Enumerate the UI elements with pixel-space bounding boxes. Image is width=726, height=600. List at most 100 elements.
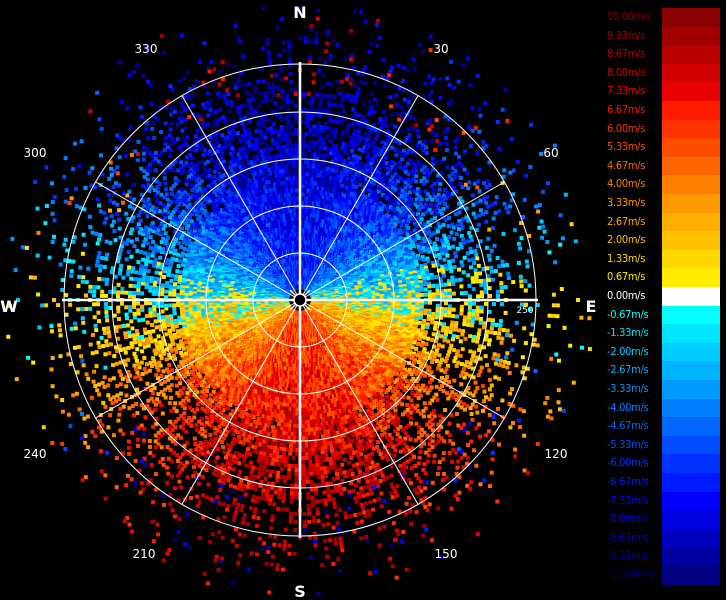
velocity-bin [369, 184, 374, 189]
velocity-bin [470, 106, 475, 111]
velocity-bin [363, 150, 368, 154]
velocity-bin [541, 189, 545, 194]
velocity-bin [478, 198, 483, 203]
velocity-bin [463, 291, 468, 295]
velocity-bin [329, 114, 333, 119]
velocity-bin [417, 194, 422, 199]
velocity-bin [406, 68, 411, 73]
velocity-bin [511, 168, 516, 173]
velocity-bin [315, 177, 320, 182]
velocity-bin [486, 429, 491, 434]
velocity-bin [424, 342, 429, 347]
velocity-bin [344, 180, 349, 185]
velocity-bin [358, 134, 363, 139]
velocity-bin [479, 365, 484, 370]
velocity-bin [355, 91, 360, 96]
velocity-bin [560, 236, 565, 241]
velocity-bin [423, 311, 428, 316]
velocity-bin [344, 117, 349, 122]
velocity-bin [405, 136, 410, 141]
velocity-bin [477, 328, 482, 333]
velocity-bin [506, 271, 511, 276]
velocity-bin [439, 334, 444, 339]
velocity-bin [404, 210, 409, 214]
velocity-bin [354, 95, 359, 100]
velocity-bin [415, 353, 420, 358]
velocity-bin [471, 279, 475, 284]
velocity-bin [328, 94, 333, 99]
velocity-bin [401, 412, 405, 417]
velocity-bin [357, 113, 362, 118]
velocity-bin [356, 129, 361, 134]
velocity-bin [339, 179, 344, 183]
velocity-bin [495, 499, 500, 504]
velocity-bin [505, 119, 510, 123]
velocity-bin [456, 136, 461, 141]
velocity-bin [545, 414, 550, 419]
velocity-bin [353, 9, 358, 14]
velocity-bin [522, 197, 527, 202]
velocity-bin [345, 177, 350, 182]
velocity-bin [425, 325, 430, 329]
velocity-bin [489, 265, 494, 270]
velocity-bin [336, 116, 341, 121]
velocity-bin [335, 182, 340, 186]
velocity-bin [339, 170, 344, 175]
velocity-bin [371, 122, 376, 127]
velocity-bin [372, 196, 377, 201]
velocity-bin [382, 84, 387, 89]
velocity-bin [374, 178, 379, 183]
velocity-bin [416, 360, 421, 365]
velocity-bin [451, 314, 456, 319]
velocity-bin [386, 208, 391, 212]
velocity-bin [412, 146, 417, 151]
velocity-bin [421, 148, 426, 153]
velocity-bin [497, 362, 502, 367]
velocity-bin [341, 179, 346, 184]
velocity-bin [309, 28, 314, 33]
velocity-bin [352, 116, 357, 121]
velocity-bin [412, 66, 417, 71]
velocity-bin [393, 172, 398, 177]
velocity-bin [390, 65, 394, 70]
velocity-bin [349, 174, 354, 179]
velocity-bin [411, 57, 416, 62]
velocity-bin [535, 343, 540, 348]
velocity-bin [305, 124, 310, 129]
velocity-bin [384, 115, 388, 120]
velocity-bin [360, 217, 366, 223]
velocity-bin [398, 165, 403, 170]
velocity-bin [524, 259, 529, 264]
velocity-bin [351, 153, 356, 158]
velocity-bin [309, 108, 314, 113]
velocity-bin [399, 104, 403, 109]
velocity-bin [469, 439, 474, 444]
velocity-bin [402, 388, 407, 393]
velocity-bin [471, 338, 476, 343]
velocity-bin [367, 49, 372, 54]
velocity-bin [436, 295, 440, 300]
velocity-bin [382, 118, 387, 123]
velocity-bin [475, 305, 480, 310]
velocity-bin [370, 166, 375, 171]
velocity-bin [446, 102, 451, 107]
velocity-bin [402, 207, 407, 212]
velocity-bin [315, 16, 320, 21]
velocity-bin [430, 360, 435, 365]
velocity-bin [326, 29, 331, 34]
velocity-bin [352, 175, 357, 180]
velocity-bin [367, 223, 373, 229]
velocity-bin [467, 258, 472, 263]
velocity-bin [503, 87, 508, 92]
velocity-bin [403, 180, 408, 185]
velocity-bin [423, 287, 428, 292]
velocity-bin [408, 158, 413, 163]
velocity-bin [460, 332, 465, 337]
velocity-bin [467, 365, 472, 369]
velocity-bin [367, 197, 372, 202]
velocity-bin [497, 146, 502, 151]
velocity-bin [433, 326, 437, 331]
velocity-bin [430, 320, 435, 325]
velocity-bin [459, 291, 464, 296]
radar-ppi-display[interactable]: N S E W 30 60 120 150 210 240 300 330 25… [0, 0, 600, 600]
